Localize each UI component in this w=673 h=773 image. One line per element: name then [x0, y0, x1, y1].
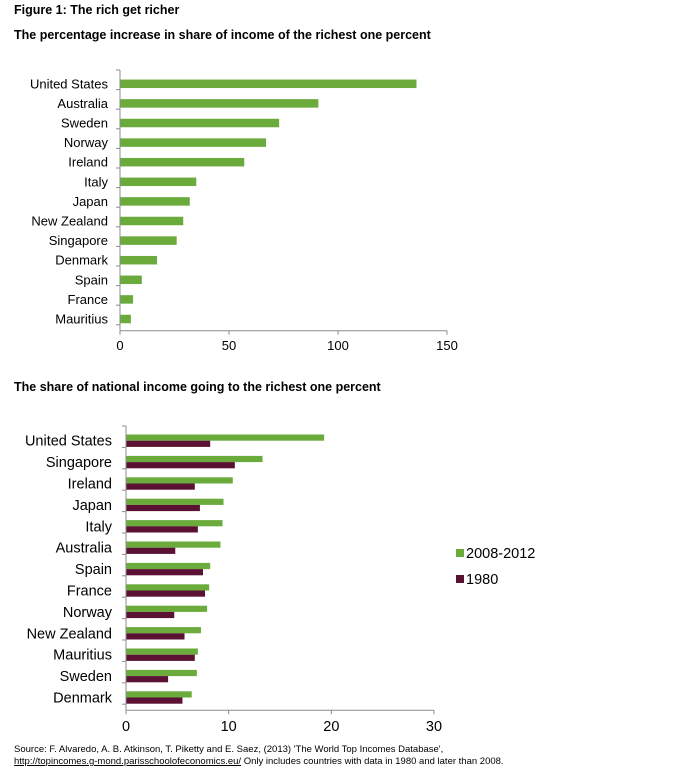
- bar-australia-2008-2012: [126, 541, 221, 548]
- bar-australia: [120, 99, 319, 108]
- category-label-united-states: United States: [25, 434, 112, 450]
- bar-sweden: [120, 118, 280, 128]
- bar-new-zealand-1980: [126, 633, 185, 640]
- bar-denmark: [120, 255, 158, 265]
- figure-title: Figure 1: The rich get richer: [14, 3, 180, 17]
- source-link[interactable]: http://topincomes.g-mond.parisschoolofec…: [14, 756, 242, 767]
- category-label-mauritius: Mauritius: [53, 648, 112, 664]
- category-label-sweden: Sweden: [60, 669, 112, 685]
- bar-ireland-2008-2012: [126, 477, 233, 484]
- legend-label-2008-2012: 2008-2012: [466, 546, 535, 562]
- source-note: Source: F. Alvaredo, A. B. Atkinson, T. …: [14, 744, 504, 768]
- category-label-australia: Australia: [57, 96, 108, 111]
- x-tick-label: 20: [323, 719, 339, 735]
- category-label-australia: Australia: [56, 541, 113, 557]
- bar-denmark-2008-2012: [126, 691, 192, 698]
- bar-australia-1980: [126, 547, 176, 554]
- category-label-japan: Japan: [73, 194, 108, 209]
- bar-norway-2008-2012: [126, 605, 208, 612]
- category-label-ireland: Ireland: [68, 155, 108, 170]
- category-label-spain: Spain: [75, 562, 112, 578]
- bar-spain-1980: [126, 569, 203, 576]
- legend-label-1980: 1980: [466, 572, 498, 588]
- bar-united-states-1980: [126, 440, 211, 447]
- source-line-2: http://topincomes.g-mond.parisschoolofec…: [14, 756, 504, 768]
- bar-ireland-1980: [126, 483, 195, 490]
- bar-sweden-2008-2012: [126, 669, 197, 677]
- chart-1-income-increase: United States Australia Sweden Norway Irelan…: [30, 69, 458, 353]
- x-tick-label: 0: [116, 338, 123, 353]
- bar-singapore-2008-2012: [126, 455, 263, 463]
- bar-italy: [120, 177, 197, 187]
- bar-japan-1980: [126, 504, 200, 512]
- category-label-japan: Japan: [72, 498, 112, 514]
- chart-2-title: The share of national income going to th…: [14, 380, 381, 394]
- bar-japan-2008-2012: [126, 498, 224, 505]
- category-label-france: France: [68, 292, 108, 307]
- category-label-sweden: Sweden: [61, 116, 108, 131]
- category-label-denmark: Denmark: [53, 691, 113, 707]
- bar-mauritius-2008-2012: [126, 648, 198, 655]
- bar-mauritius-1980: [126, 654, 195, 661]
- x-tick-label: 0: [122, 719, 130, 735]
- x-tick-label: 50: [222, 338, 236, 353]
- legend-swatch-1980: [456, 575, 464, 583]
- bar-france-1980: [126, 590, 206, 597]
- category-label-spain: Spain: [75, 272, 108, 287]
- category-label-france: France: [67, 584, 112, 600]
- bar-singapore-1980: [126, 462, 235, 469]
- chart-2-income-share: United States Singapore Ireland Japan Italy A…: [25, 425, 535, 735]
- bar-new-zealand-2008-2012: [126, 627, 201, 634]
- bar-norway: [120, 138, 267, 147]
- category-label-mauritius: Mauritius: [55, 312, 108, 327]
- source-line-1: Source: F. Alvaredo, A. B. Atkinson, T. …: [14, 744, 444, 755]
- x-tick-label: 100: [327, 338, 349, 353]
- category-label-italy: Italy: [84, 174, 108, 189]
- bar-denmark-1980: [126, 697, 183, 704]
- category-label-new-zealand: New Zealand: [27, 626, 112, 642]
- bar-ireland: [120, 157, 245, 167]
- x-tick-label: 150: [436, 338, 458, 353]
- bar-mauritius: [120, 314, 131, 324]
- category-label-denmark: Denmark: [55, 253, 108, 268]
- bar-sweden-1980: [126, 676, 169, 683]
- bar-italy-1980: [126, 526, 198, 533]
- bar-united-states-2008-2012: [126, 434, 325, 441]
- bar-united-states: [120, 79, 417, 89]
- category-label-norway: Norway: [63, 605, 113, 621]
- bar-spain: [120, 275, 142, 285]
- legend-swatch-2008-2012: [456, 549, 464, 557]
- bar-spain-2008-2012: [126, 562, 211, 570]
- bar-france-2008-2012: [126, 584, 210, 591]
- x-tick-label: 10: [221, 719, 237, 735]
- bar-italy-2008-2012: [126, 520, 223, 527]
- bar-new-zealand: [120, 216, 184, 226]
- category-label-united-states: United States: [30, 76, 109, 91]
- category-label-ireland: Ireland: [68, 477, 112, 493]
- bar-japan: [120, 197, 190, 206]
- source-note-text: Only includes countries with data in 198…: [241, 756, 504, 767]
- category-label-new-zealand: New Zealand: [31, 214, 108, 229]
- category-label-norway: Norway: [64, 135, 109, 150]
- category-label-italy: Italy: [85, 519, 112, 535]
- x-tick-label: 30: [426, 719, 442, 735]
- bar-norway-1980: [126, 611, 175, 619]
- bar-france: [120, 295, 134, 304]
- chart-1-title: The percentage increase in share of inco…: [14, 28, 431, 42]
- category-label-singapore: Singapore: [46, 455, 112, 471]
- bar-singapore: [120, 236, 177, 245]
- category-label-singapore: Singapore: [49, 233, 108, 248]
